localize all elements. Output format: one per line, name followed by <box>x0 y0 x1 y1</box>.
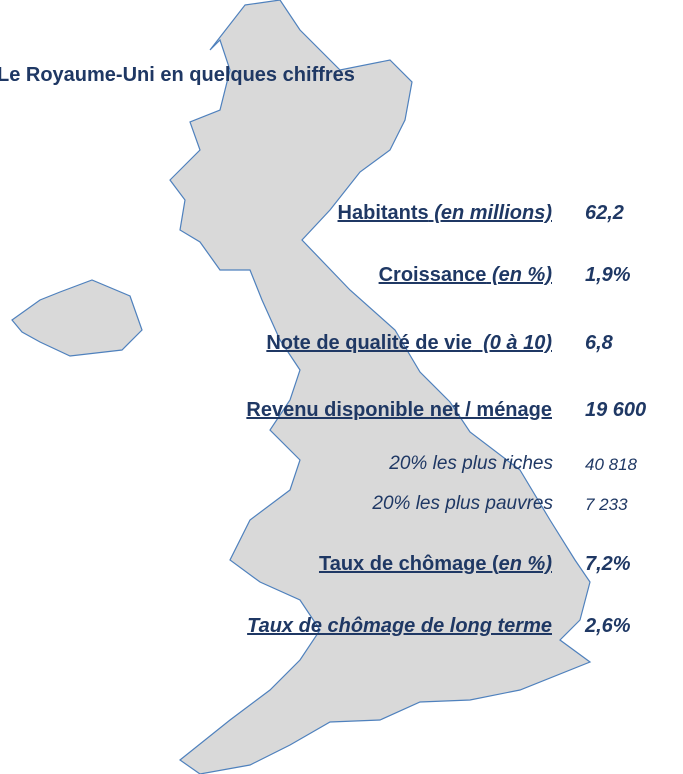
label: Habitants (en millions) <box>338 202 552 225</box>
value: 7 233 <box>585 495 628 514</box>
label-note: (en millions) <box>428 202 552 224</box>
label-note: (en %) <box>486 264 552 286</box>
northern-ireland <box>11 279 143 357</box>
value: 19 600 <box>585 399 647 421</box>
value: 6,8 <box>585 332 613 354</box>
value: 40 818 <box>585 455 637 474</box>
value: 7,2% <box>585 553 631 575</box>
sub-row: 20% les plus riches 40 818 <box>0 453 683 483</box>
row: Note de qualité de vie (0 à 10) 6,8 <box>0 332 683 362</box>
row: Taux de chômage de long terme 2,6% <box>0 615 683 645</box>
row: Revenu disponible net / ménage 19 600 <box>0 399 683 429</box>
label-main: Habitants <box>337 202 429 224</box>
label: 20% les plus riches <box>389 453 553 474</box>
row: Habitants (en millions) 62,2 <box>0 202 683 232</box>
label-main: Note de qualité de vie <box>266 332 472 354</box>
row: Croissance (en %) 1,9% <box>0 264 683 294</box>
great-britain <box>169 0 592 774</box>
label: Note de qualité de vie (0 à 10) <box>266 332 552 355</box>
label: Taux de chômage (en %) <box>319 553 552 576</box>
label-main: Croissance <box>378 264 487 286</box>
title: Le Royaume-Uni en quelques chiffres <box>0 64 355 86</box>
label-note: en %) <box>498 553 552 575</box>
value: 62,2 <box>585 202 624 224</box>
label: 20% les plus pauvres <box>372 493 553 514</box>
label: Taux de chômage de long terme <box>247 615 552 637</box>
label: Revenu disponible net / ménage <box>246 399 552 421</box>
label-main: Taux de chômage ( <box>318 553 499 575</box>
label: Croissance (en %) <box>379 264 552 287</box>
row: Taux de chômage (en %) 7,2% <box>0 553 683 583</box>
label-note: (0 à 10) <box>471 332 552 354</box>
value: 2,6% <box>585 615 631 637</box>
sub-row: 20% les plus pauvres 7 233 <box>0 493 683 523</box>
value: 1,9% <box>585 264 631 286</box>
